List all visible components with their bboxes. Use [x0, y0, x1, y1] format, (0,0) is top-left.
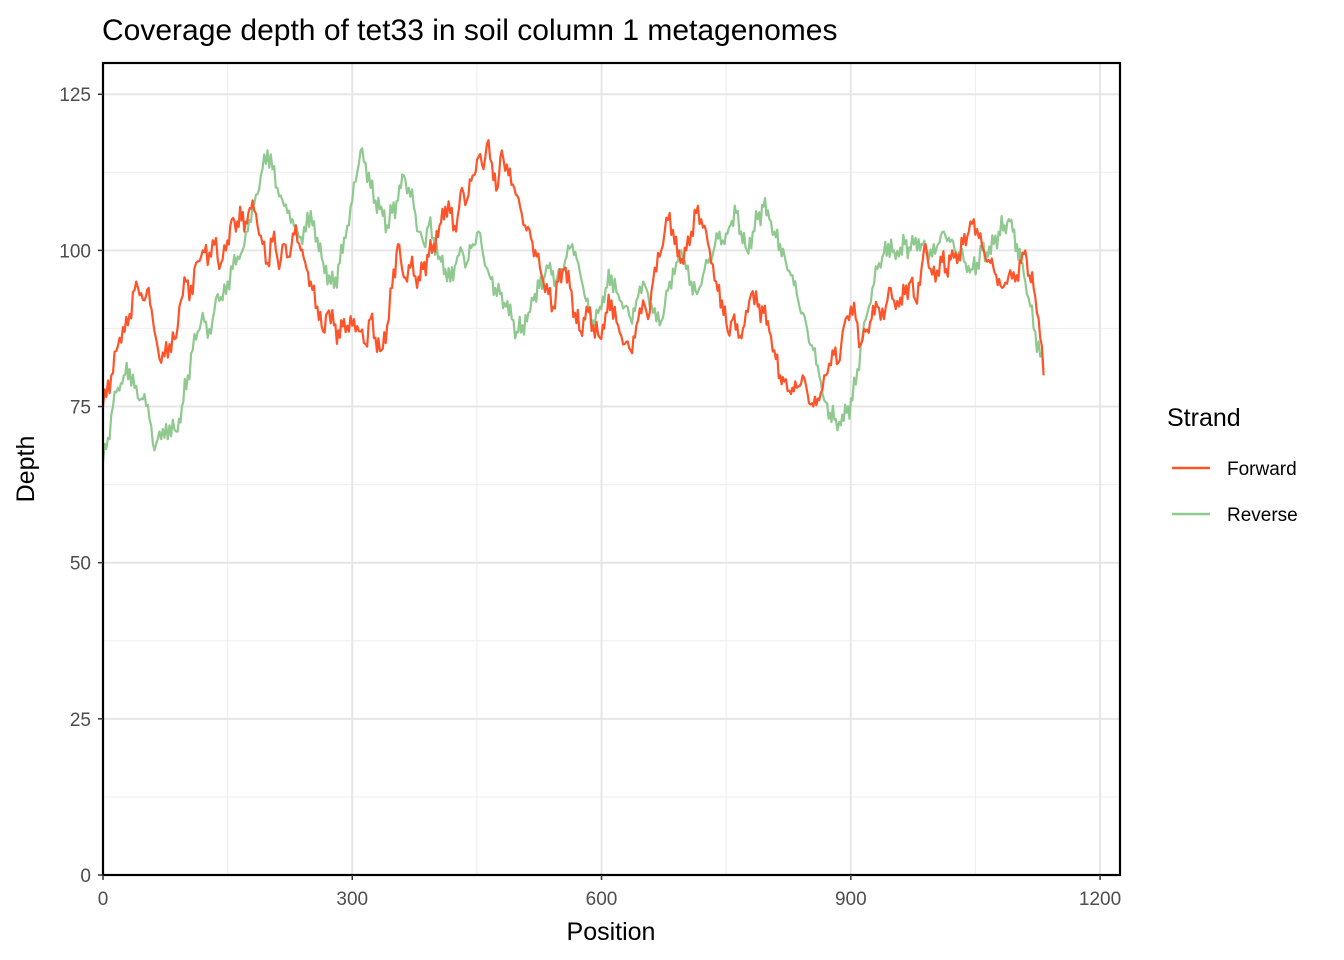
x-tick-label: 1200: [1079, 889, 1121, 910]
x-tick-label: 300: [336, 889, 368, 910]
axes: 0 300 600 900 1200 0 25 50 75 100 125: [59, 85, 1121, 910]
y-tick-label: 100: [59, 241, 91, 262]
legend-title: Strand: [1167, 404, 1241, 432]
series-line-forward: [101, 139, 1045, 408]
legend: Strand Forward Reverse: [1167, 404, 1298, 526]
grid-lines: [102, 63, 1120, 876]
legend-label-forward: Forward: [1227, 459, 1297, 480]
y-tick-label: 50: [70, 554, 91, 575]
chart-title: Coverage depth of tet33 in soil column 1…: [102, 14, 837, 47]
x-tick-label: 600: [586, 889, 618, 910]
y-tick-label: 25: [70, 710, 91, 731]
series-line-reverse: [101, 147, 1045, 463]
x-axis-title: Position: [567, 918, 656, 946]
y-tick-label: 0: [80, 866, 91, 887]
y-tick-label: 125: [59, 85, 91, 106]
x-tick-label: 900: [835, 889, 867, 910]
x-tick-label: 0: [98, 889, 109, 910]
y-tick-label: 75: [70, 398, 91, 419]
y-axis-title: Depth: [12, 436, 40, 503]
series-layer: [101, 139, 1045, 463]
panel-border: [101, 61, 1122, 877]
legend-label-reverse: Reverse: [1227, 505, 1298, 526]
